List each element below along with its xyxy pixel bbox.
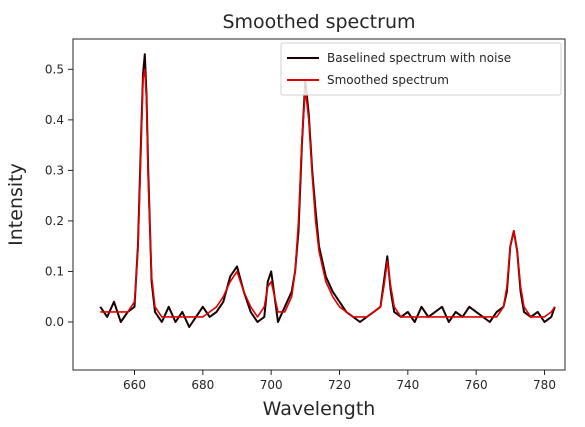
y-tick-label: 0.2	[45, 214, 64, 228]
y-tick-label: 0.4	[45, 113, 64, 127]
x-tick-label: 760	[465, 378, 488, 392]
x-tick-label: 680	[191, 378, 214, 392]
legend-label-baselined: Baselined spectrum with noise	[327, 51, 511, 65]
legend: Baselined spectrum with noise Smoothed s…	[281, 43, 561, 95]
x-axis-ticks: 660 680 700 720 740 760 780	[123, 370, 556, 392]
x-tick-label: 720	[328, 378, 351, 392]
x-axis-label: Wavelength	[263, 398, 376, 420]
x-tick-label: 780	[533, 378, 556, 392]
x-tick-label: 660	[123, 378, 146, 392]
y-axis-ticks: 0.0 0.1 0.2 0.3 0.4 0.5	[45, 62, 73, 329]
y-tick-label: 0.0	[45, 315, 64, 329]
y-tick-label: 0.1	[45, 264, 64, 278]
x-tick-label: 700	[260, 378, 283, 392]
chart-title: Smoothed spectrum	[222, 11, 415, 33]
y-tick-label: 0.3	[45, 163, 64, 177]
y-axis-label: Intensity	[5, 163, 27, 246]
y-tick-label: 0.5	[45, 62, 64, 76]
x-tick-label: 740	[396, 378, 419, 392]
legend-label-smoothed: Smoothed spectrum	[327, 73, 449, 87]
